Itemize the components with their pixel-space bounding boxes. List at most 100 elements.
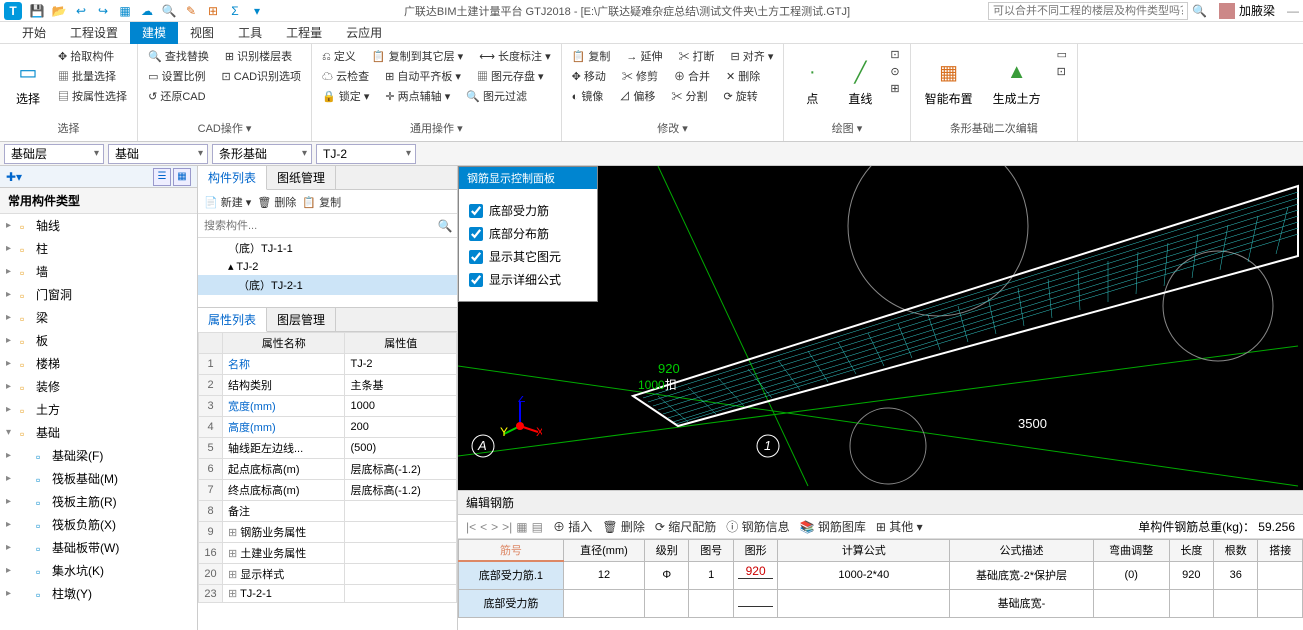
avatar[interactable] (1219, 3, 1235, 19)
property-row[interactable]: 8备注 (199, 501, 457, 522)
ribbon-button[interactable]: ✂ 打断 (674, 47, 718, 65)
nav-icon[interactable]: ▤ (532, 520, 543, 534)
ribbon-button[interactable]: ⟳ 旋转 (719, 87, 761, 105)
menu-item[interactable]: 工程设置 (58, 22, 130, 44)
ribbon-button[interactable]: ⊡ (886, 47, 903, 62)
qat-icon[interactable]: ↪ (94, 2, 112, 20)
list-view-icon[interactable]: ☰ (153, 168, 171, 186)
qat-icon[interactable]: 🔍 (160, 2, 178, 20)
tree-item[interactable]: ▫筏板主筋(R) (0, 490, 197, 513)
component-search-input[interactable] (198, 214, 433, 237)
toolbar-button[interactable]: 📄 新建 ▾ (204, 194, 251, 210)
tree-item[interactable]: ▫墙 (0, 260, 197, 283)
nav-last-icon[interactable]: >| (502, 520, 512, 534)
ribbon-button[interactable]: ⊞ 自动平齐板 ▾ (381, 67, 465, 85)
property-row[interactable]: 2结构类别主条基 (199, 375, 457, 396)
tree-item[interactable]: ▫板 (0, 329, 197, 352)
qat-icon[interactable]: ⊞ (204, 2, 222, 20)
menu-item[interactable]: 云应用 (334, 22, 394, 44)
redo-icon[interactable]: ↩ (72, 2, 90, 20)
search-icon[interactable]: 🔍 (433, 214, 457, 237)
property-row[interactable]: 7终点底标高(m)层底标高(-1.2) (199, 480, 457, 501)
ribbon-button[interactable]: ▭ 设置比例 (144, 67, 209, 85)
ribbon-button[interactable]: ⟷ 长度标注 ▾ (475, 47, 554, 65)
add-icon[interactable]: ✚▾ (6, 170, 22, 184)
toolbar-button[interactable]: 🗑 删除 (602, 518, 645, 535)
tree-item[interactable]: ▫梁 (0, 306, 197, 329)
ribbon-button[interactable]: 🔍 图元过滤 (462, 87, 531, 105)
tree-item[interactable]: ▫柱墩(Y) (0, 582, 197, 605)
display-checkbox[interactable]: 底部受力筋 (469, 199, 587, 222)
tree-item[interactable]: ▫基础梁(F) (0, 444, 197, 467)
tree-item[interactable]: ▫柱 (0, 237, 197, 260)
ribbon-button[interactable]: ▦ 图元存盘 ▾ (473, 67, 548, 85)
menu-item[interactable]: 开始 (10, 22, 58, 44)
rebar-row[interactable]: 底部受力筋.112Φ19201000-2*40基础底宽-2*保护层(0)9203… (459, 561, 1303, 589)
property-tab[interactable]: 图层管理 (267, 308, 336, 331)
ribbon-button[interactable]: ▭ (1053, 47, 1071, 62)
ribbon-button[interactable]: ⊡ CAD识别选项 (218, 67, 306, 85)
save-icon[interactable]: 💾 (28, 2, 46, 20)
ribbon-button[interactable]: ✂ 分割 (667, 87, 711, 105)
rebar-grid[interactable]: 筋号直径(mm)级别图号图形计算公式公式描述弯曲调整长度根数搭接底部受力筋.11… (458, 539, 1303, 630)
search-icon[interactable]: 🔍 (1192, 4, 1207, 18)
ribbon-button[interactable]: 📋 复制到其它层 ▾ (368, 47, 467, 65)
minimize-icon[interactable]: — (1287, 4, 1299, 18)
nav-first-icon[interactable]: |< (466, 520, 476, 534)
ribbon-button[interactable]: ⊕ 合并 (670, 67, 714, 85)
ribbon-button[interactable]: ⎌ 定义 (318, 47, 360, 65)
tree-item[interactable]: ▫轴线 (0, 214, 197, 237)
property-row[interactable]: 3宽度(mm)1000 (199, 396, 457, 417)
component-tree-item[interactable]: ▴ TJ-2 (198, 258, 457, 275)
ribbon-button[interactable]: ·点 (790, 47, 834, 118)
context-dropdown[interactable]: 条形基础 (212, 144, 312, 164)
component-tab[interactable]: 图纸管理 (267, 166, 336, 189)
ribbon-button[interactable]: ▤ 按属性选择 (54, 87, 131, 105)
rebar-row[interactable]: 底部受力筋基础底宽- (459, 589, 1303, 617)
qat-dropdown-icon[interactable]: ▾ (248, 2, 266, 20)
3d-canvas[interactable]: 钢筋显示控制面板 底部受力筋底部分布筋显示其它图元显示详细公式 Z X Y 92… (458, 166, 1303, 490)
tree-item[interactable]: ▫楼梯 (0, 352, 197, 375)
tree-item[interactable]: ▫基础板带(W) (0, 536, 197, 559)
display-checkbox[interactable]: 显示详细公式 (469, 268, 587, 291)
nav-icon[interactable]: ▦ (516, 520, 527, 534)
qat-icon[interactable]: ▦ (116, 2, 134, 20)
context-dropdown[interactable]: 基础 (108, 144, 208, 164)
toolbar-button[interactable]: 📚 钢筋图库 (800, 518, 866, 535)
property-row[interactable]: 23TJ-2-1 (199, 585, 457, 603)
ribbon-button[interactable]: ⊡ (1053, 64, 1070, 79)
tree-item[interactable]: ▫筏板基础(M) (0, 467, 197, 490)
grid-view-icon[interactable]: ▦ (173, 168, 191, 186)
help-search-input[interactable] (988, 2, 1188, 20)
property-row[interactable]: 16土建业务属性 (199, 543, 457, 564)
ribbon-button[interactable]: ⊿ 偏移 (615, 87, 659, 105)
ribbon-button[interactable]: ⊙ (886, 64, 903, 79)
component-tree-item[interactable]: （底）TJ-1-1 (198, 238, 457, 258)
toolbar-button[interactable]: ⊕ 插入 (553, 518, 592, 535)
toolbar-button[interactable]: ⊞ 其他 ▾ (876, 518, 923, 535)
undo-icon[interactable]: 📂 (50, 2, 68, 20)
property-row[interactable]: 1名称TJ-2 (199, 354, 457, 375)
ribbon-button[interactable]: → 延伸 (622, 47, 666, 65)
qat-icon[interactable]: ✎ (182, 2, 200, 20)
ribbon-button[interactable]: ⊞ (886, 81, 903, 96)
tree-item[interactable]: ▫集水坑(K) (0, 559, 197, 582)
context-dropdown[interactable]: TJ-2 (316, 144, 416, 164)
ribbon-button[interactable]: ▦ 批量选择 (54, 67, 120, 85)
property-row[interactable]: 20显示样式 (199, 564, 457, 585)
ribbon-button[interactable]: ↺ 还原CAD (144, 87, 210, 105)
ribbon-button[interactable]: ◐ 镜像 (568, 87, 608, 105)
component-tab[interactable]: 构件列表 (198, 166, 267, 190)
ribbon-button[interactable]: ✛ 两点辅轴 ▾ (381, 87, 454, 105)
property-row[interactable]: 6起点底标高(m)层底标高(-1.2) (199, 459, 457, 480)
ribbon-button[interactable]: ▲生成土方 (985, 47, 1049, 118)
qat-icon[interactable]: Σ (226, 2, 244, 20)
display-checkbox[interactable]: 底部分布筋 (469, 222, 587, 245)
tree-item[interactable]: ▫筏板负筋(X) (0, 513, 197, 536)
tree-item[interactable]: ▫基础 (0, 421, 197, 444)
qat-icon[interactable]: ☁ (138, 2, 156, 20)
property-row[interactable]: 4高度(mm)200 (199, 417, 457, 438)
component-tree-item[interactable]: （底）TJ-2-1 (198, 275, 457, 295)
toolbar-button[interactable]: ⟳ 缩尺配筋 (655, 518, 716, 535)
tree-item[interactable]: ▫装修 (0, 375, 197, 398)
